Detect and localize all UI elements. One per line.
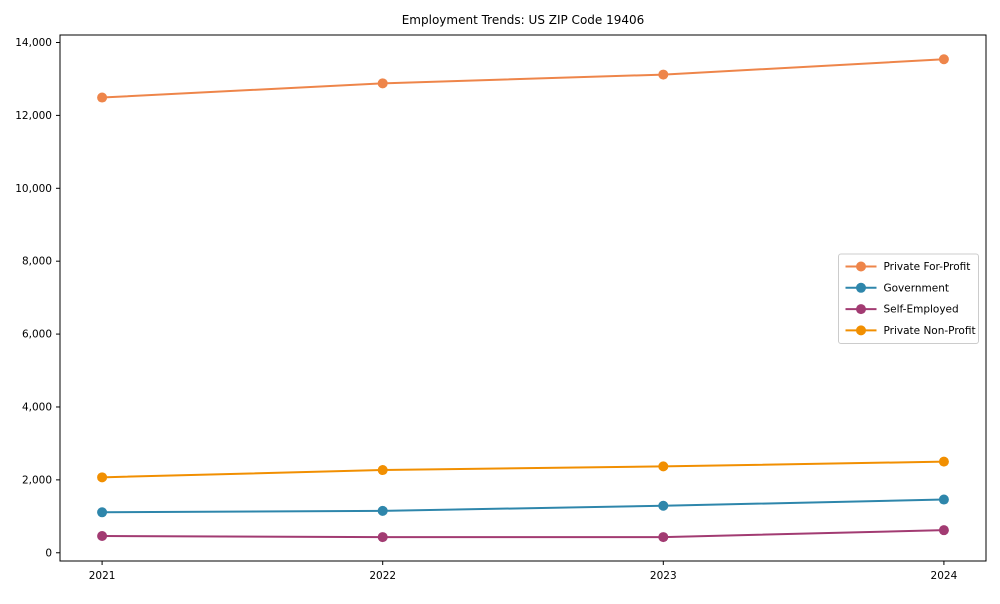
y-axis-tick-label: 12,000 <box>15 110 52 122</box>
y-axis-tick-label: 10,000 <box>15 183 52 195</box>
data-point-marker <box>377 465 388 476</box>
legend-item: Self-Employed <box>845 304 959 316</box>
series-line-government <box>102 498 944 514</box>
legend-marker <box>856 282 866 293</box>
legend: Private For-Profit Government Self-Employe… <box>838 253 979 344</box>
legend-item: Private For-Profit <box>845 261 971 273</box>
data-point-marker <box>658 500 669 511</box>
legend-item: Private Non-Profit <box>845 325 976 337</box>
data-point-marker <box>658 532 669 543</box>
data-point-marker <box>938 54 949 65</box>
chart-title: Employment Trends: US ZIP Code 19406 <box>402 13 645 27</box>
legend-marker <box>856 261 866 272</box>
series-line-private-non-profit <box>102 460 944 479</box>
x-axis-tick-label: 2024 <box>931 570 958 582</box>
x-axis-tick-label: 2022 <box>369 570 396 582</box>
data-point-marker <box>97 472 108 483</box>
y-axis-tick-label: 2,000 <box>22 474 52 486</box>
series-line-private-for-profit <box>102 58 944 99</box>
data-point-marker <box>658 69 669 80</box>
data-point-marker <box>658 461 669 472</box>
data-point-marker <box>938 494 949 505</box>
data-point-marker <box>377 78 388 89</box>
legend-marker <box>856 304 866 315</box>
y-axis-tick-label: 14,000 <box>15 37 52 49</box>
data-point-marker <box>938 525 949 536</box>
axes-spines <box>59 34 987 562</box>
y-axis-tick-label: 0 <box>45 547 52 559</box>
y-axis-tick-label: 6,000 <box>22 329 52 341</box>
legend-box <box>838 253 979 344</box>
legend-marker <box>856 325 866 336</box>
data-point-marker <box>97 530 108 541</box>
x-axis-tick-label: 2023 <box>650 570 677 582</box>
data-point-marker <box>377 505 388 516</box>
legend-item: Government <box>845 282 949 294</box>
data-point-marker <box>97 507 108 518</box>
data-point-marker <box>938 456 949 467</box>
data-point-marker <box>97 92 108 103</box>
x-axis-tick-label: 2021 <box>89 570 116 582</box>
legend-label: Private Non-Profit <box>884 325 976 337</box>
legend-label: Self-Employed <box>884 304 959 316</box>
legend-label: Private For-Profit <box>884 261 971 273</box>
legend-label: Government <box>884 282 949 294</box>
data-point-marker <box>377 532 388 543</box>
y-axis-tick-label: 4,000 <box>22 401 52 413</box>
plot-area: 0 2,000 4,000 6,000 8,000 10,000 12,000 14,000 2… <box>15 34 987 582</box>
series-line-self-employed <box>102 529 944 539</box>
y-axis-tick-label: 8,000 <box>22 256 52 268</box>
